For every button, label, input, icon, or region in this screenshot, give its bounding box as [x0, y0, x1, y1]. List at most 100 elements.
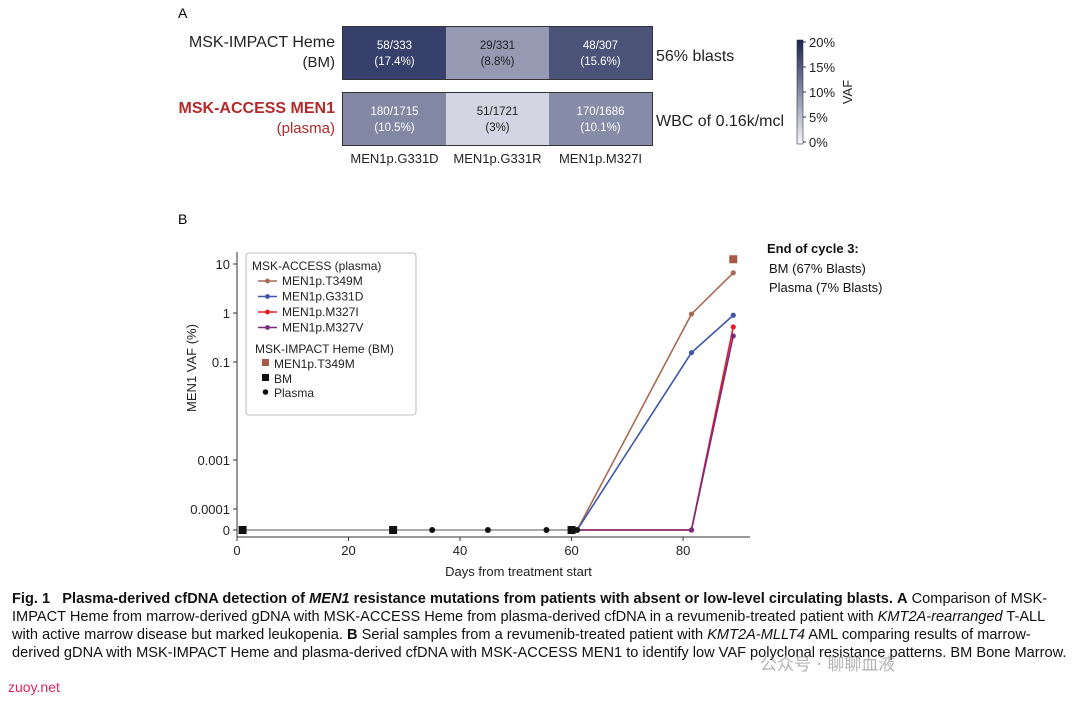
caption-fig-label: Fig. 1	[12, 591, 51, 607]
legend-title-impact: MSK-IMPACT Heme (BM)	[255, 342, 394, 356]
panel-a-letter: A	[178, 5, 188, 21]
legend-series-dot	[265, 278, 270, 284]
legend-impact-item-label: BM	[274, 372, 292, 386]
annotation: End of cycle 3: BM (67% Blasts) Plasma (7%…	[767, 241, 882, 295]
caption-title-gene: MEN1	[309, 591, 350, 607]
heatmap-row-sublabel: (BM)	[303, 54, 336, 71]
y-tick-label: 0.1	[212, 355, 230, 370]
legend-impact-item-label: Plasma	[274, 386, 314, 400]
colorbar-tick-label: 15%	[809, 60, 835, 75]
colorbar-tick-label: 5%	[809, 110, 828, 125]
series-line	[576, 272, 734, 531]
panel-b-letter: B	[178, 211, 187, 227]
figure-caption: Fig. 1 Plasma-derived cfDNA detection of…	[12, 590, 1074, 662]
series-point	[688, 350, 695, 356]
heatmap-cell-count: 48/307	[583, 40, 618, 52]
series-line	[576, 314, 734, 531]
caption-b-text1: Serial samples from a revumenib-treated …	[357, 627, 708, 643]
heatmap-row-sublabel: (plasma)	[277, 120, 335, 137]
heatmap-cell-count: 58/333	[377, 40, 412, 52]
heatmap-cell-pct: (8.8%)	[481, 56, 515, 68]
heatmap-cell-pct: (17.4%)	[374, 56, 414, 68]
colorbar-label: VAF	[840, 80, 855, 104]
legend-series-label: MEN1p.M327V	[282, 321, 363, 335]
caption-a-text1: Comparison of MSK-IMPACT Heme from marro…	[12, 591, 1048, 625]
plasma-sample-marker	[543, 527, 550, 533]
heatmap-cell	[549, 27, 652, 79]
colorbar-tick-label: 20%	[809, 35, 835, 50]
x-tick-label: 20	[341, 543, 355, 558]
y-tick-label: 10	[216, 257, 230, 272]
x-tick-label: 60	[564, 543, 578, 558]
plasma-sample-marker	[484, 527, 491, 533]
heatmap-row-frame	[342, 92, 653, 146]
heatmap-cell	[549, 93, 652, 145]
bm-sample-marker	[567, 526, 576, 534]
caption-b-gene: KMT2A-MLLT4	[707, 627, 806, 643]
bm-sample-marker	[389, 526, 398, 534]
legend-series-dot	[265, 309, 270, 315]
legend-series-dot	[265, 294, 270, 299]
heatmap-cell-pct: (15.6%)	[580, 56, 620, 68]
legend-bm-swatch	[262, 374, 269, 381]
y-tick-label: 1	[223, 306, 230, 321]
impact-point-marker	[729, 255, 738, 264]
annotation-line: Plasma (7% Blasts)	[769, 280, 882, 295]
x-tick-label: 40	[453, 543, 467, 558]
heatmap-cell	[343, 93, 446, 145]
y-axis-label: MEN1 VAF (%)	[184, 324, 199, 412]
legend-series-dot	[265, 325, 270, 330]
legend-impact-item-label: MEN1p.T349M	[274, 357, 355, 371]
legend-box	[245, 252, 417, 416]
caption-a-letter: A	[897, 591, 908, 607]
heatmap-column-label: MEN1p.M327I	[559, 151, 642, 166]
heatmap-cell	[446, 27, 549, 79]
heatmap-row-label: MSK-ACCESS MEN1	[179, 100, 336, 117]
x-tick-label: 0	[233, 543, 240, 558]
bm-sample-marker	[238, 526, 247, 534]
plasma-sample-marker	[429, 527, 436, 533]
series-point	[688, 311, 695, 317]
colorbar-tick-label: 10%	[809, 85, 835, 100]
colorbar: 20% 15% 10% 5% 0% VAF	[796, 35, 855, 150]
y-tick-label: 0.001	[197, 453, 230, 468]
caption-a-text2: T-ALL with active marrow disease but mar…	[12, 609, 1045, 643]
heatmap-column-label: MEN1p.G331R	[453, 151, 541, 166]
legend-plasma-swatch	[262, 389, 269, 395]
series-point	[688, 527, 695, 533]
legend-series-label: MEN1p.G331D	[282, 290, 364, 304]
series-point	[730, 270, 736, 276]
legend-title-access: MSK-ACCESS (plasma)	[252, 259, 381, 273]
heatmap: 58/333 (17.4%) 29/331 (8.8%) 48/307 (15.6%) MS…	[179, 26, 784, 166]
x-tick-label: 80	[676, 543, 690, 558]
heatmap-cell-count: 170/1686	[577, 106, 625, 118]
y-tick-label: 0.0001	[190, 502, 230, 517]
heatmap-cell-pct: (10.5%)	[374, 122, 414, 134]
caption-title-post: resistance mutations from patients with …	[349, 591, 893, 607]
series-line	[577, 326, 735, 531]
annotation-title: End of cycle 3:	[767, 241, 859, 256]
plasma-sample-marker	[574, 527, 581, 533]
caption-b-text2: AML comparing results of marrow-derived …	[12, 627, 1067, 661]
series-point	[730, 324, 736, 330]
heatmap-cell-count: 29/331	[480, 40, 515, 52]
legend-impact-swatch	[262, 359, 269, 366]
heatmap-cell-pct: (10.1%)	[580, 122, 620, 134]
series-point	[730, 333, 736, 339]
heatmap-column-label: MEN1p.G331D	[350, 151, 438, 166]
heatmap-row-note: 56% blasts	[656, 48, 734, 65]
heatmap-row-note: WBC of 0.16k/mcl	[656, 113, 784, 130]
watermark-logo: 公众号 · 聊聊血液	[760, 655, 896, 675]
annotation-line: BM (67% Blasts)	[769, 261, 866, 276]
line-chart: 0 0.0001 0.001 0.1 1 10 0 20 40 60 80 Days from tre…	[184, 241, 882, 579]
heatmap-cell	[446, 93, 549, 145]
legend-series-label: MEN1p.T349M	[282, 274, 363, 288]
caption-a-gene: KMT2A-rearranged	[877, 609, 1003, 625]
y-tick-label: 0	[223, 523, 230, 538]
x-axis-label: Days from treatment start	[445, 564, 592, 579]
series-line	[577, 335, 735, 531]
heatmap-cell-count: 180/1715	[371, 106, 419, 118]
legend: MSK-ACCESS (plasma)MEN1p.T349MMEN1p.G331…	[245, 252, 417, 416]
caption-b-letter: B	[347, 627, 358, 643]
